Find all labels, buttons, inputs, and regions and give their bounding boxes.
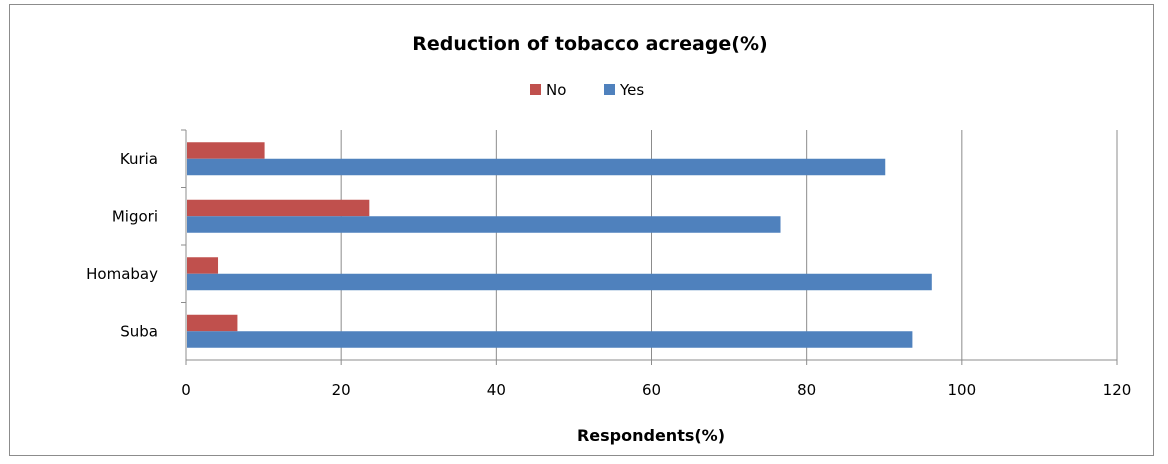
category-label-kuria: Kuria [120,150,158,168]
axes [181,129,1118,365]
x-axis-label: Respondents(%) [577,426,725,445]
x-tick-label: 100 [948,381,977,399]
legend-label-yes: Yes [619,81,644,99]
bars [187,142,932,348]
bar-suba-yes [187,331,913,348]
legend: No Yes [530,81,644,99]
legend-swatch-no [530,84,541,95]
bar-kuria-no [187,142,265,159]
bar-migori-yes [187,216,781,233]
category-label-homabay: Homabay [86,265,158,283]
category-label-suba: Suba [120,322,158,340]
x-tick-label: 40 [487,381,506,399]
legend-swatch-yes [604,84,615,95]
x-tick-label: 60 [642,381,661,399]
category-labels: Kuria Migori Homabay Suba [86,150,158,341]
x-tick-labels: 0 20 40 60 80 100 120 [181,381,1131,399]
x-tick-label: 0 [181,381,191,399]
x-tick-label: 80 [797,381,816,399]
chart-title: Reduction of tobacco acreage(%) [412,33,767,55]
bar-kuria-yes [187,158,886,176]
legend-label-no: No [546,81,566,99]
category-label-migori: Migori [112,207,158,225]
x-tick-label: 120 [1103,381,1132,399]
bar-homabay-yes [187,273,932,291]
bar-homabay-no [187,257,219,274]
x-tick-label: 20 [332,381,351,399]
bar-migori-no [187,199,370,217]
bar-suba-no [187,314,238,332]
